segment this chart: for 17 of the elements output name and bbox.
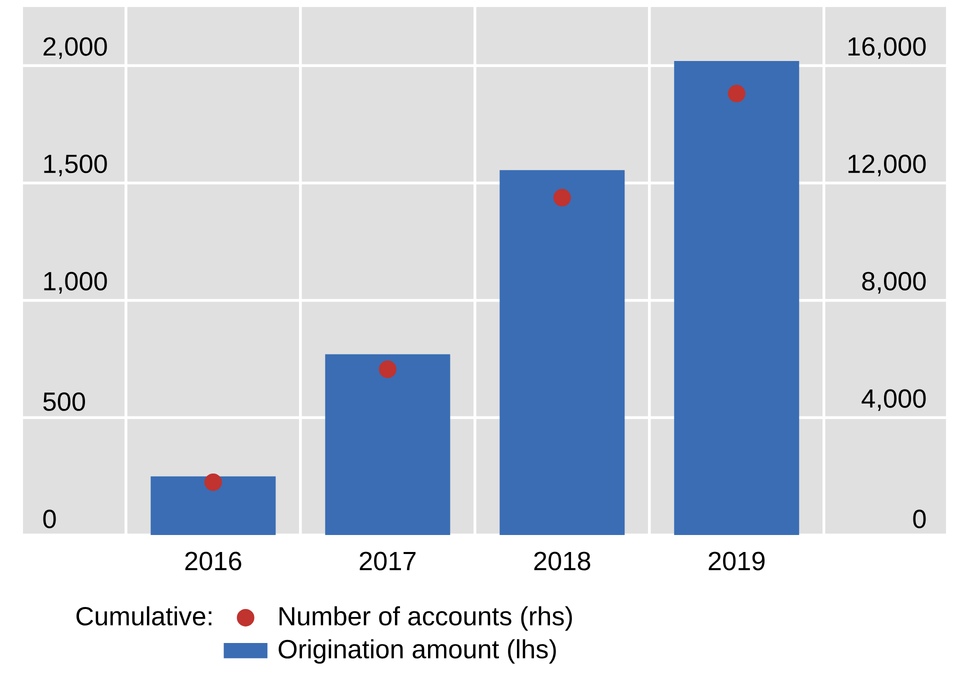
y-tick-label: 500	[43, 392, 86, 411]
x-tick-label: 2017	[360, 552, 416, 570]
x-tick-label: 2016	[185, 552, 242, 570]
y2-tick-label: 4,000	[862, 389, 926, 411]
y2-tick-label: 8,000	[862, 272, 926, 294]
x-tick-label: 2019	[708, 552, 765, 570]
x-tick-label: 2018	[534, 552, 590, 570]
legend-label: Number of accounts (rhs)	[280, 606, 572, 631]
y-tick-label: 2,000	[44, 37, 107, 59]
legend-label: Origination amount (lhs)	[278, 639, 556, 664]
legend-title: Cumulative:	[76, 606, 212, 626]
y2-tick-label: 0	[913, 510, 926, 528]
y-tick-label: 1,000	[44, 272, 107, 294]
y-tick-label: 1,500	[44, 154, 107, 176]
y2-tick-label: 16,000	[848, 37, 926, 59]
y2-tick-label: 12,000	[848, 154, 926, 176]
y-tick-label: 0	[43, 510, 56, 528]
